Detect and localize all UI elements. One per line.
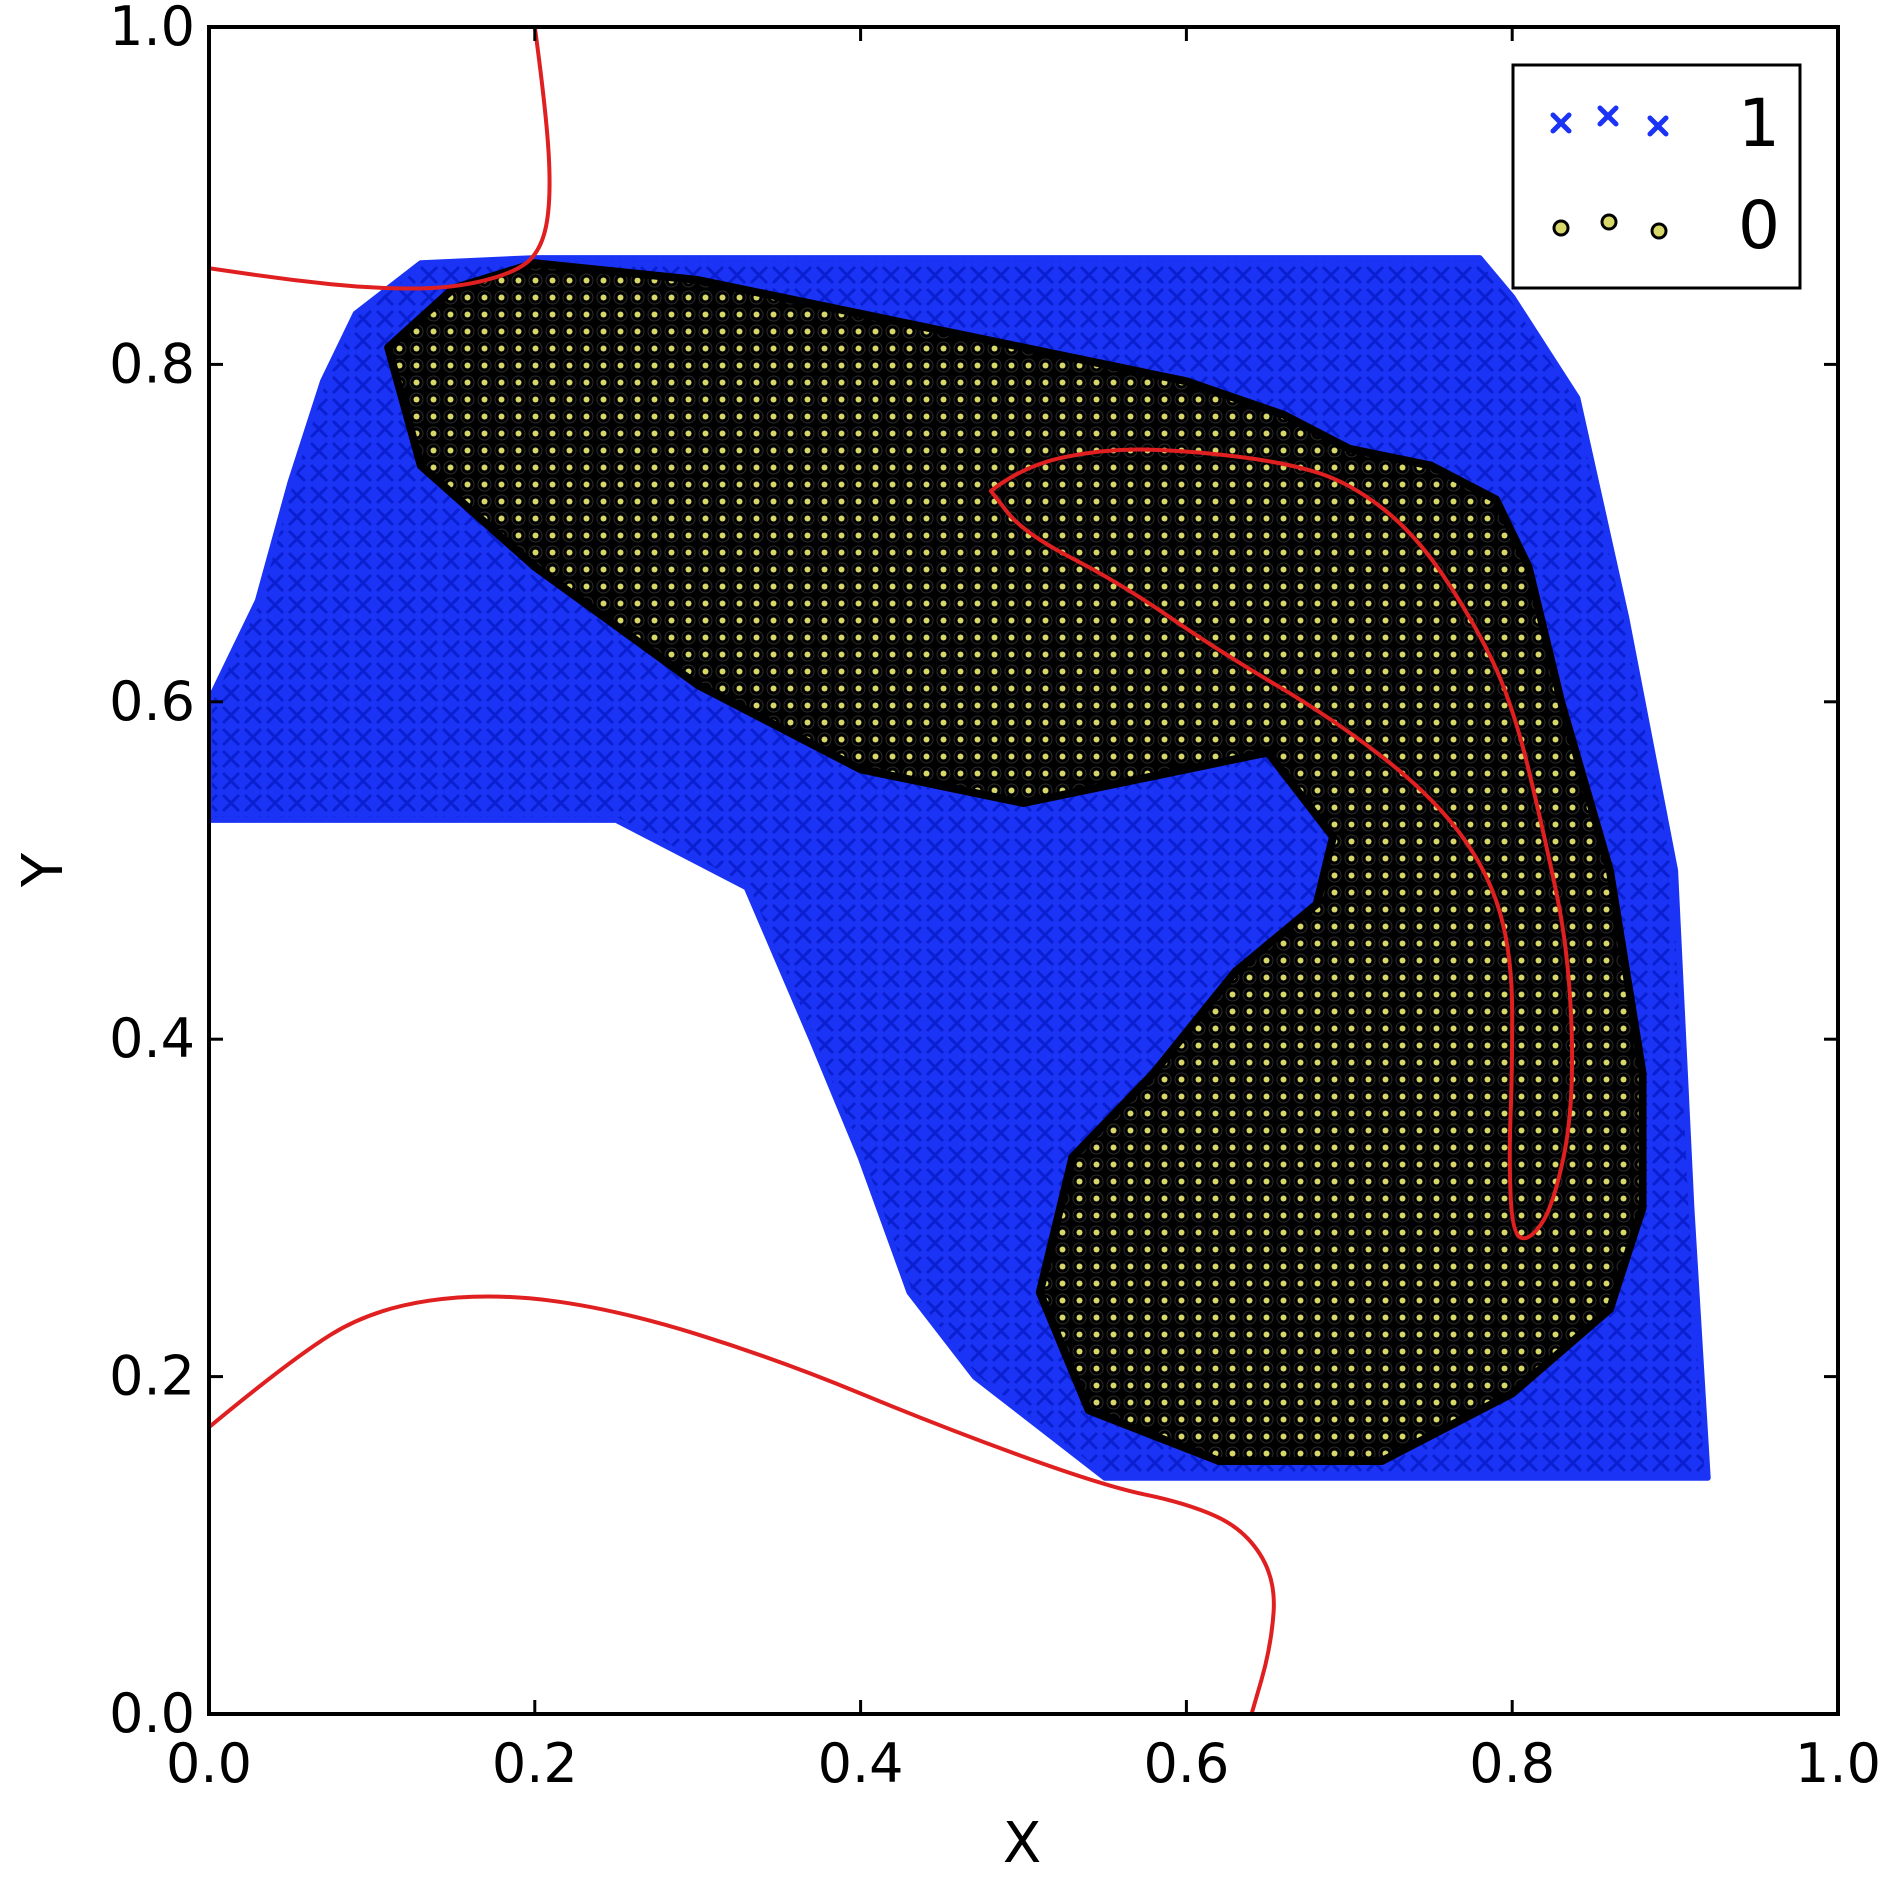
series-0-region [384,259,1647,1465]
decision-boundary-2 [209,1294,1276,1714]
y-axis-ticks: 0.0 0.2 0.4 0.6 0.8 1.0 [109,0,1838,1745]
legend-marker-x [1550,105,1669,137]
y-tick-label: 0.6 [109,670,195,733]
x-tick-label: 0.0 [166,1732,252,1795]
legend-label-0: 0 [1738,187,1780,264]
x-tick-label: 0.8 [1469,1732,1555,1795]
legend: 1 0 [1511,63,1802,290]
x-axis-ticks: 0.0 0.2 0.4 0.6 0.8 1.0 [166,27,1881,1795]
y-tick-label: 0.0 [109,1682,195,1745]
y-tick-label: 1.0 [109,0,195,58]
y-axis-label: Y [11,852,76,888]
plot-frame [207,25,1840,1716]
x-axis-label: X [1003,1811,1041,1876]
y-tick-label: 0.4 [109,1007,195,1070]
y-tick-label: 0.8 [109,332,195,395]
legend-marker-o [1552,213,1668,240]
x-tick-label: 0.4 [818,1732,904,1795]
legend-label-1: 1 [1738,85,1780,162]
x-tick-label: 1.0 [1795,1732,1881,1795]
plot-area [209,27,1711,1714]
decision-boundary-3 [988,447,1575,1241]
series-layer [209,255,1711,1481]
decision-boundary-layer [209,27,1575,1714]
decision-boundary-1 [209,27,552,291]
x-tick-label: 0.6 [1143,1732,1229,1795]
legend-box [1511,63,1802,290]
y-tick-label: 0.2 [109,1345,195,1408]
x-tick-label: 0.2 [492,1732,578,1795]
